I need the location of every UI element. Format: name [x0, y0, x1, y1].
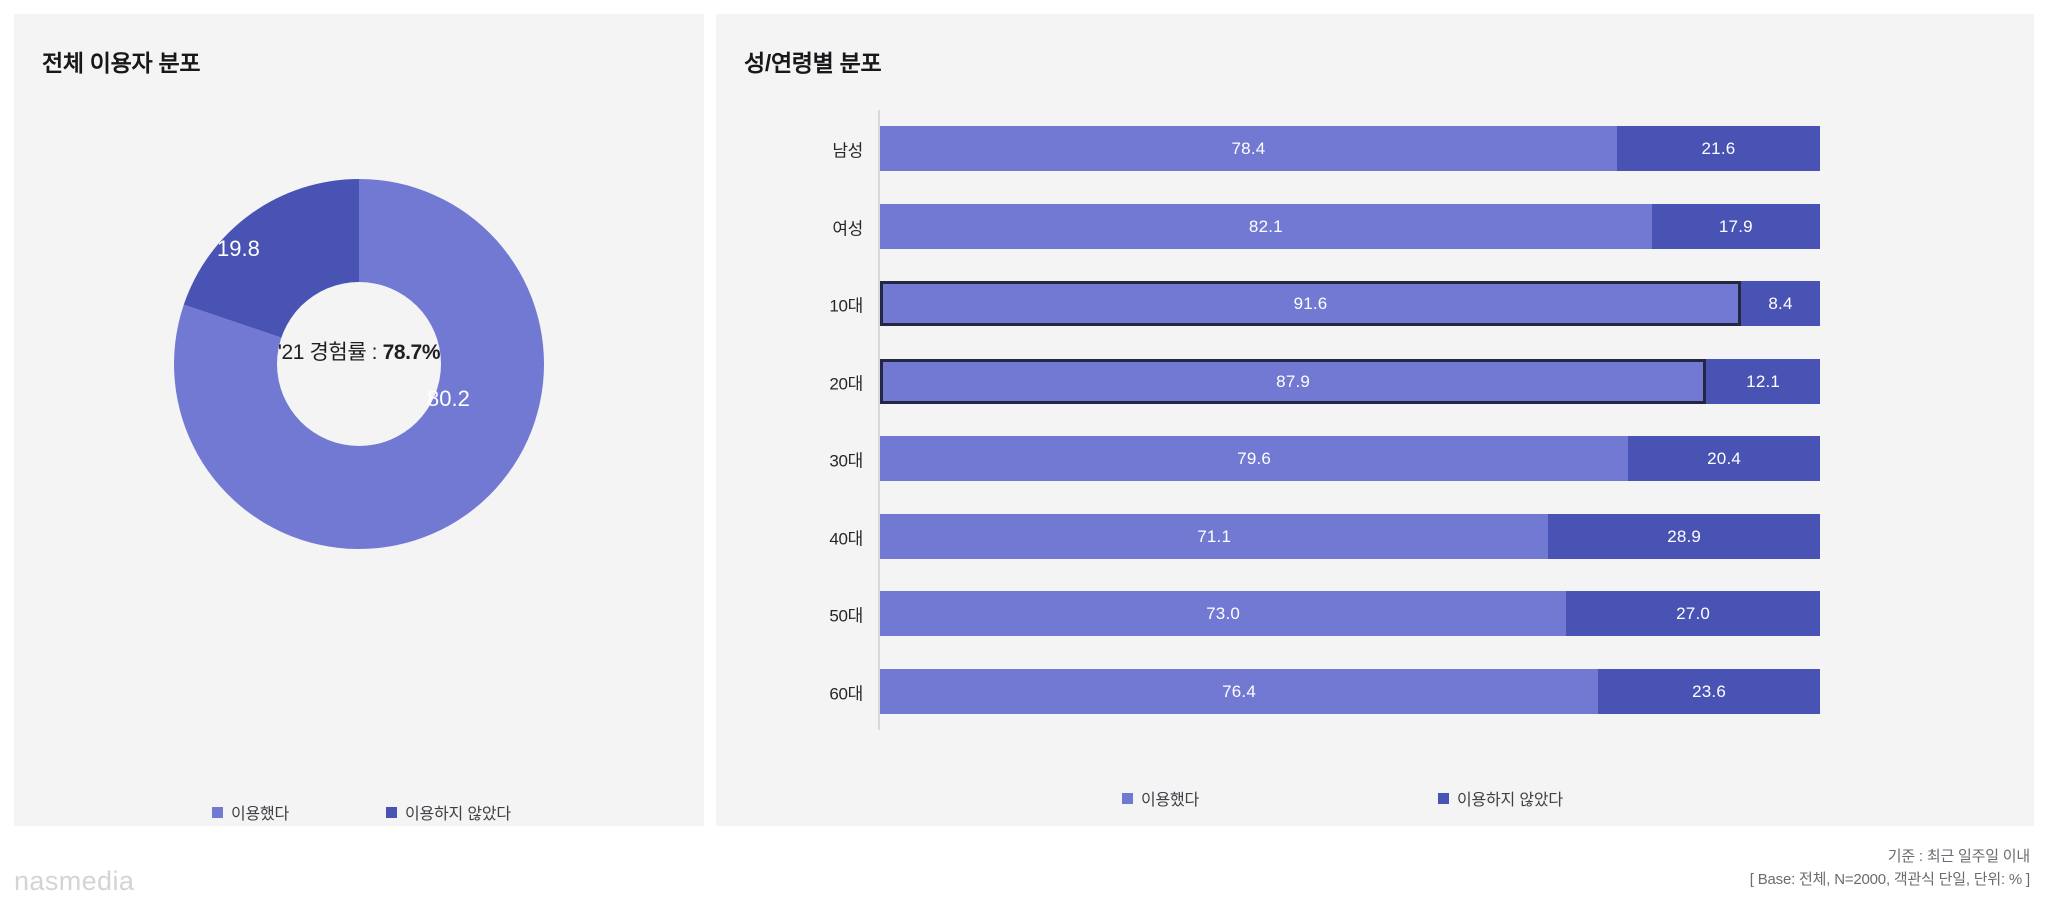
legend-swatch-used-icon — [212, 806, 223, 818]
bar-segment-not-used: 21.6 — [1616, 126, 1820, 171]
bar-row: 40대 71.1 28.9 — [829, 514, 1820, 559]
bar-chart-axis-line — [878, 110, 880, 730]
bar-category-label: 남성 — [832, 141, 863, 160]
donut-center-text: '21 경험률 : 78.7% — [159, 336, 559, 366]
bar-row: 20대 87.9 12.1 — [829, 359, 1820, 404]
bar-category-label: 30대 — [829, 451, 863, 470]
bar-category-label: 10대 — [829, 296, 863, 315]
bar-segment-used: 78.4 — [880, 126, 1617, 171]
bar-category-label: 여성 — [832, 219, 863, 238]
donut-center-rate: 78.7% — [382, 341, 441, 364]
legend-label-used: 이용했다 — [1141, 792, 1200, 809]
bar-segment-not-used: 17.9 — [1651, 204, 1820, 249]
bar-segment-used: 73.0 — [880, 591, 1567, 636]
overall-distribution-panel: 전체 이용자 분포 19.8 80.2 '21 경험률 : 78.7% 이용했다… — [14, 14, 704, 826]
bar-segment-used: 82.1 — [880, 204, 1652, 249]
legend-item-not-used-right[interactable]: 이용하지 않았다 — [1438, 786, 1563, 810]
bar-category-label: 20대 — [829, 374, 863, 393]
donut-hole — [277, 282, 441, 446]
bar-row: 50대 73.0 27.0 — [829, 591, 1820, 636]
bar-category-label: 50대 — [829, 606, 863, 625]
bar-segment-used: 79.6 — [880, 436, 1629, 481]
page-title-left: 전체 이용자 분포 — [42, 50, 201, 76]
bar-segment-not-used: 23.6 — [1598, 669, 1820, 714]
bar-row: 10대 91.6 8.4 — [829, 281, 1820, 326]
nasmedia-logo: nasmedia — [14, 866, 135, 896]
footnote-criteria: 기준 : 최근 일주일 이내 — [1887, 848, 2030, 865]
bar-segment-used: 91.6 — [880, 281, 1742, 326]
bar-segment-used: 87.9 — [880, 359, 1707, 404]
donut-chart: 19.8 80.2 '21 경험률 : 78.7% — [159, 164, 559, 564]
bar-row: 30대 79.6 20.4 — [829, 436, 1820, 481]
donut-chart-svg — [174, 179, 545, 549]
footnote-base: [ Base: 전체, N=2000, 객관식 단일, 단위: % ] — [1749, 871, 2030, 889]
donut-value-not-used: 19.8 — [217, 236, 260, 261]
bar-category-label: 60대 — [829, 684, 863, 703]
legend-item-used-right[interactable]: 이용했다 — [1122, 786, 1199, 810]
bar-row: 60대 76.4 23.6 — [829, 669, 1820, 714]
donut-center-prefix: '21 경험률 : — [277, 341, 383, 364]
legend-swatch-not-used-icon — [386, 806, 397, 818]
bar-segment-not-used: 8.4 — [1741, 281, 1820, 326]
footnotes: 기준 : 최근 일주일 이내 [ Base: 전체, N=2000, 객관식 단… — [1750, 845, 2030, 892]
bar-segment-used: 76.4 — [880, 669, 1599, 714]
legend-label-not-used: 이용하지 않았다 — [1457, 792, 1563, 809]
bar-row: 남성 78.4 21.6 — [832, 126, 1820, 171]
legend-label-used: 이용했다 — [231, 806, 290, 823]
legend-swatch-used-icon — [1122, 792, 1133, 804]
bar-segment-not-used: 12.1 — [1706, 359, 1820, 404]
legend-swatch-not-used-icon — [1438, 792, 1449, 804]
bar-category-label: 40대 — [829, 529, 863, 548]
page-title-right: 성/연령별 분포 — [744, 50, 882, 76]
bar-chart: 남성 78.4 21.6 여성 82.1 17.9 10대 91.6 8.4 20대 87.9 12.… — [829, 110, 1820, 730]
legend-item-used-left[interactable]: 이용했다 — [212, 800, 289, 824]
bar-segment-used: 71.1 — [880, 514, 1549, 559]
bar-segment-not-used: 28.9 — [1548, 514, 1820, 559]
bar-segment-not-used: 20.4 — [1628, 436, 1820, 481]
legend-item-not-used-left[interactable]: 이용하지 않았다 — [386, 800, 511, 824]
bar-row: 여성 82.1 17.9 — [832, 204, 1820, 249]
bar-segment-not-used: 27.0 — [1566, 591, 1820, 636]
legend-label-not-used: 이용하지 않았다 — [405, 806, 511, 823]
donut-value-used: 80.2 — [427, 386, 470, 411]
